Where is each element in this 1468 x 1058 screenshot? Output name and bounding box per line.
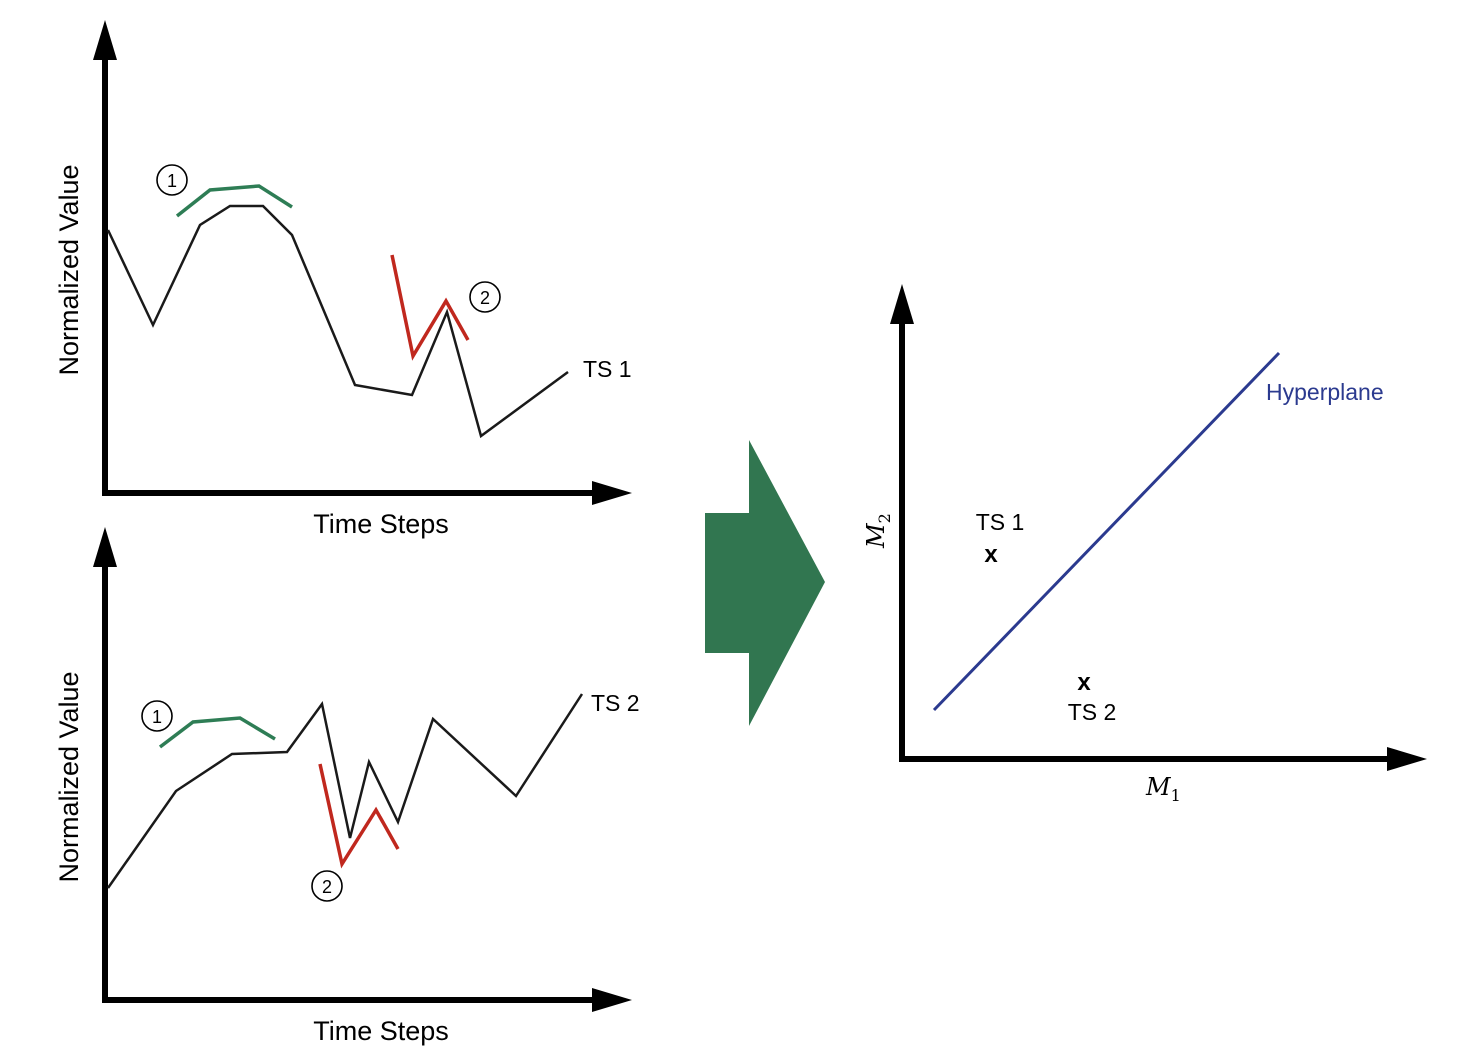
bottom-y-axis-label: Normalized Value bbox=[54, 671, 84, 882]
bottom-y-axis-arrowhead bbox=[93, 527, 117, 567]
feature-point-ts2-label: TS 2 bbox=[1068, 699, 1117, 725]
bottom-shapelet-1-line bbox=[158, 716, 276, 749]
bottom-marker-1-circle bbox=[141, 700, 173, 732]
feature-x-axis-label: M1 bbox=[1145, 773, 1181, 805]
top-shapelet-1-line bbox=[175, 184, 293, 218]
hyperplane-line bbox=[932, 351, 1281, 712]
feature-x-axis-label-main: M bbox=[1145, 773, 1172, 801]
feature-y-axis-arrowhead bbox=[890, 284, 914, 324]
bottom-shapelet-2-line bbox=[318, 763, 400, 869]
ts2-series-line bbox=[106, 693, 584, 889]
feature-point-ts1-label: TS 1 bbox=[976, 509, 1025, 535]
feature-x-axis-label-sub: 1 bbox=[1171, 786, 1181, 805]
bottom-x-axis-label: Time Steps bbox=[313, 1016, 449, 1046]
top-shapelet-2-line bbox=[390, 254, 470, 361]
feature-point-ts2-marker: x bbox=[1077, 669, 1091, 696]
bottom-x-axis-arrowhead bbox=[592, 988, 632, 1012]
top-series-label: TS 1 bbox=[583, 356, 632, 382]
top-y-axis-label: Normalized Value bbox=[54, 164, 84, 375]
bottom-marker-2-circle bbox=[311, 870, 343, 902]
hyperplane-label: Hyperplane bbox=[1266, 379, 1384, 405]
top-x-axis-label: Time Steps bbox=[313, 509, 449, 539]
top-time-series-plot: 1 2 TS 1 Time Steps Normalized Value bbox=[54, 20, 632, 539]
feature-point-ts1-marker: x bbox=[984, 541, 998, 568]
bottom-marker-1-text: 1 bbox=[152, 707, 162, 727]
transform-arrow-shape bbox=[705, 440, 825, 726]
ts1-series-line bbox=[106, 204, 569, 439]
bottom-time-series-plot: 1 2 TS 2 Time Steps Normalized Value bbox=[54, 527, 640, 1046]
top-marker-2-circle bbox=[469, 281, 501, 313]
bottom-marker-2-text: 2 bbox=[322, 877, 332, 897]
top-marker-1-circle bbox=[156, 164, 188, 196]
top-y-axis-arrowhead bbox=[93, 20, 117, 60]
feature-x-axis-arrowhead bbox=[1387, 747, 1427, 771]
feature-y-axis-label: M2 bbox=[862, 513, 894, 549]
top-x-axis-arrowhead bbox=[592, 481, 632, 505]
feature-y-axis-label-sub: 2 bbox=[875, 513, 894, 523]
bottom-series-label: TS 2 bbox=[591, 690, 640, 716]
top-marker-2-text: 2 bbox=[480, 288, 490, 308]
feature-y-axis-label-main: M bbox=[862, 522, 890, 549]
top-marker-1-text: 1 bbox=[167, 171, 177, 191]
feature-space-plot: Hyperplane TS 1 x x TS 2 M1 M2 bbox=[862, 284, 1427, 805]
